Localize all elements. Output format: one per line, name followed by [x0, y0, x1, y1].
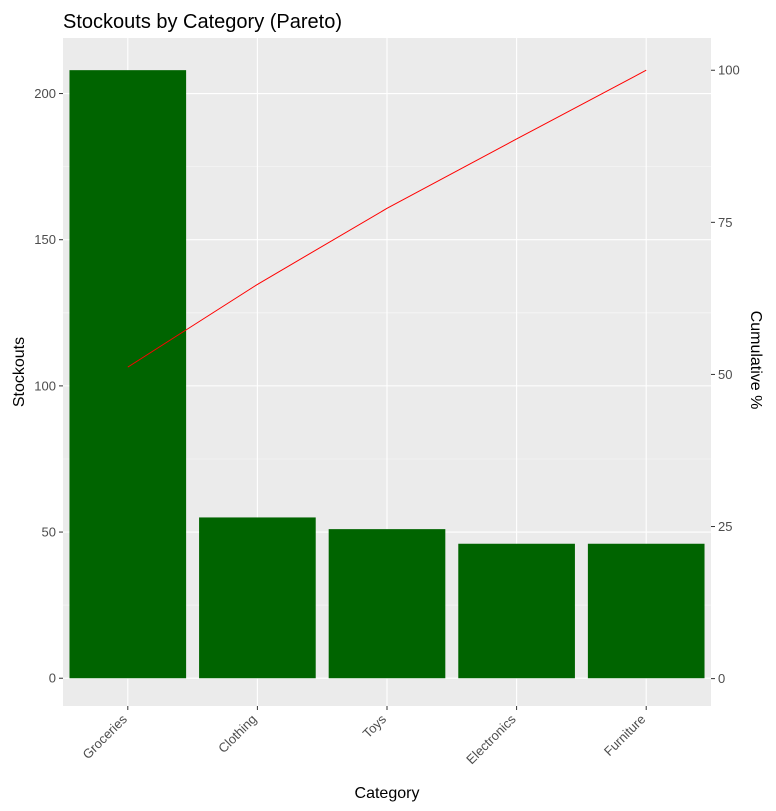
right-tick-label: 0 — [718, 671, 725, 686]
x-axis-title: Category — [355, 785, 420, 802]
right-tick-label: 50 — [718, 367, 732, 382]
x-tick-label: Electronics — [463, 711, 519, 767]
left-tick-label: 50 — [42, 525, 56, 540]
right-axis: 0 25 50 75 100 — [711, 63, 740, 686]
bar-electronics — [458, 543, 575, 679]
cumulative-line-layer — [127, 69, 647, 368]
right-tick-label: 25 — [718, 519, 732, 534]
left-axis: 0 50 100 150 200 — [34, 86, 63, 686]
left-tick-label: 150 — [34, 232, 56, 247]
x-tick-label: Clothing — [215, 712, 259, 756]
left-tick-label: 200 — [34, 86, 56, 101]
right-tick-label: 100 — [718, 63, 740, 78]
x-tick-label: Groceries — [79, 711, 130, 762]
cumulative-line — [127, 69, 647, 368]
bars — [69, 70, 705, 679]
bar-furniture — [587, 543, 705, 679]
chart-title: Stockouts by Category (Pareto) — [63, 11, 342, 33]
bar-clothing — [199, 517, 316, 679]
right-tick-label: 75 — [718, 215, 732, 230]
x-tick-label: Toys — [360, 711, 390, 741]
bar-toys — [328, 529, 446, 679]
left-tick-label: 100 — [34, 378, 56, 393]
y-axis-title: Stockouts — [11, 337, 28, 407]
x-axis: Groceries Clothing Toys Electronics Furnitur… — [79, 706, 648, 767]
bar-groceries — [69, 70, 187, 679]
x-tick-label: Furniture — [601, 712, 648, 759]
left-tick-label: 0 — [49, 671, 56, 686]
y2-axis-title: Cumulative % — [747, 311, 764, 410]
